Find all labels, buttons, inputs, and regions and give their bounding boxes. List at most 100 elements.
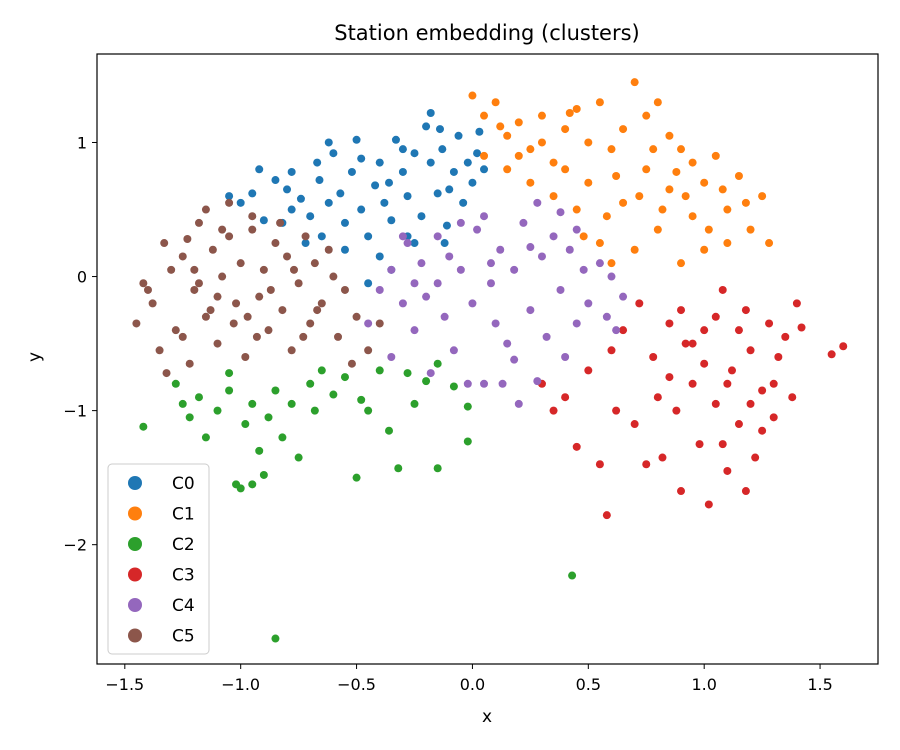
point-c4-8 <box>440 312 449 321</box>
point-c1-16 <box>653 98 662 107</box>
point-c2-5 <box>201 433 210 442</box>
point-c5-11 <box>201 312 210 321</box>
point-c1-49 <box>658 205 667 214</box>
point-c4-9 <box>445 252 454 261</box>
point-c5-45 <box>213 292 222 301</box>
point-c3-29 <box>741 306 750 315</box>
point-c0-14 <box>347 167 356 176</box>
point-c0-52 <box>440 239 449 248</box>
point-c3-16 <box>665 319 674 328</box>
legend-marker-c2 <box>128 537 142 551</box>
point-c2-3 <box>185 413 194 422</box>
point-c1-17 <box>665 185 674 194</box>
point-c0-55 <box>385 178 394 187</box>
point-c2-16 <box>294 453 303 462</box>
point-c3-40 <box>827 350 836 359</box>
point-c1-40 <box>642 111 651 120</box>
legend: C0 C1 C2 C3 C4 C5 <box>107 463 210 655</box>
point-c1-58 <box>672 167 681 176</box>
point-c0-50 <box>445 185 454 194</box>
point-c0-3 <box>255 165 264 174</box>
point-c5-47 <box>266 285 275 294</box>
point-c2-13 <box>271 386 280 395</box>
point-c4-37 <box>463 379 472 388</box>
point-c5-23 <box>271 239 280 248</box>
point-c1-46 <box>514 151 523 160</box>
point-c3-22 <box>700 326 709 335</box>
point-c2-23 <box>357 395 366 404</box>
point-c1-3 <box>503 131 512 140</box>
point-c1-33 <box>723 239 732 248</box>
point-c3-6 <box>602 511 611 520</box>
point-c2-27 <box>394 464 403 473</box>
point-c4-6 <box>422 292 431 301</box>
point-c1-8 <box>561 125 570 134</box>
point-c2-2 <box>178 399 187 408</box>
x-tick-label: 0.0 <box>460 675 485 694</box>
point-c5-48 <box>289 265 298 274</box>
x-tick-label: −1.5 <box>105 675 144 694</box>
point-c0-22 <box>391 135 400 144</box>
legend-label-c2: C2 <box>172 535 195 555</box>
point-c5-8 <box>185 359 194 368</box>
point-c5-34 <box>340 285 349 294</box>
point-c1-6 <box>537 111 546 120</box>
point-c2-38 <box>225 369 234 378</box>
point-c3-36 <box>781 332 790 341</box>
point-c2-32 <box>449 382 458 391</box>
point-c3-33 <box>765 319 774 328</box>
point-c3-53 <box>741 487 750 496</box>
point-c1-47 <box>635 192 644 201</box>
point-c1-36 <box>526 178 535 187</box>
point-c0-28 <box>426 158 435 167</box>
point-c0-33 <box>454 131 463 140</box>
point-c3-23 <box>704 500 713 509</box>
point-c0-57 <box>475 127 484 136</box>
point-c4-29 <box>565 245 574 254</box>
point-c2-11 <box>255 446 264 455</box>
point-c4-18 <box>503 339 512 348</box>
point-c5-51 <box>252 332 261 341</box>
point-c1-32 <box>700 245 709 254</box>
point-c1-38 <box>480 151 489 160</box>
point-c4-21 <box>519 218 528 227</box>
point-c3-52 <box>718 440 727 449</box>
point-c3-21 <box>695 440 704 449</box>
point-c4-24 <box>537 252 546 261</box>
point-c3-9 <box>619 326 628 335</box>
point-c2-7 <box>225 386 234 395</box>
point-c5-52 <box>218 225 227 234</box>
point-c4-10 <box>449 346 458 355</box>
point-c4-49 <box>433 279 442 288</box>
point-c0-41 <box>340 245 349 254</box>
legend-marker-c4 <box>128 598 142 612</box>
point-c3-5 <box>595 460 604 469</box>
point-c1-44 <box>561 165 570 174</box>
point-c2-1 <box>171 379 180 388</box>
point-c2-9 <box>241 420 250 429</box>
point-c4-30 <box>572 319 581 328</box>
point-c0-27 <box>422 122 431 131</box>
point-c0-13 <box>340 218 349 227</box>
point-c3-28 <box>734 420 743 429</box>
point-c3-38 <box>792 299 801 308</box>
point-c0-40 <box>317 232 326 241</box>
point-c4-32 <box>584 299 593 308</box>
point-c1-0 <box>468 91 477 100</box>
point-c0-12 <box>336 189 345 198</box>
point-c0-19 <box>375 158 384 167</box>
point-c1-20 <box>700 178 709 187</box>
point-c1-55 <box>496 122 505 131</box>
point-c1-2 <box>491 98 500 107</box>
point-c0-59 <box>287 167 296 176</box>
point-c5-46 <box>243 312 252 321</box>
point-c0-10 <box>324 198 333 207</box>
point-c4-44 <box>556 208 565 217</box>
point-c4-11 <box>456 265 465 274</box>
point-c2-37 <box>568 571 577 580</box>
point-c3-18 <box>677 487 686 496</box>
point-c1-21 <box>711 151 720 160</box>
point-c3-37 <box>788 393 797 402</box>
point-c5-31 <box>317 299 326 308</box>
point-c5-30 <box>310 259 319 268</box>
